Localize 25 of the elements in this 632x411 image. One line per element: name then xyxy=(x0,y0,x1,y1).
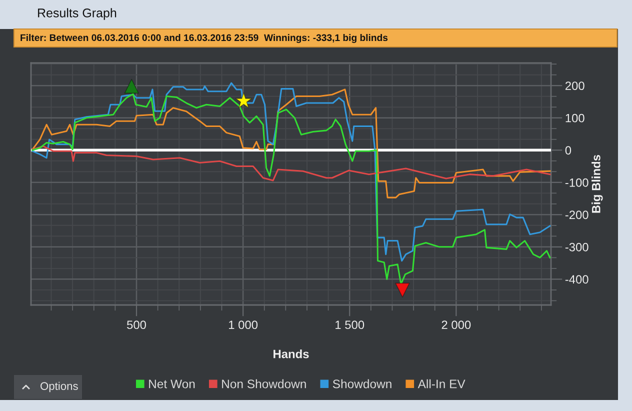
y-tick-label: 100 xyxy=(566,114,584,122)
point xyxy=(235,92,252,108)
line-series xyxy=(32,88,551,198)
x-tick-label: 1 500 xyxy=(336,320,364,330)
y-tick-label: 0 xyxy=(565,146,572,155)
y-tick-label: -200 xyxy=(565,210,588,220)
chart-title: Results Graph xyxy=(38,8,116,20)
point xyxy=(395,282,410,298)
y-tick-label: 200 xyxy=(565,82,584,90)
legend-label: Net Won xyxy=(149,380,195,388)
y-tick-label: -100 xyxy=(565,178,588,187)
y-axis-title: Big Blinds xyxy=(592,154,603,213)
legend-label: Showdown xyxy=(332,379,392,388)
point xyxy=(124,78,139,94)
y-tick-label: -400 xyxy=(565,275,588,284)
x-axis-title: Hands xyxy=(274,349,309,358)
y-tick-label: -300 xyxy=(565,242,588,252)
x-tick-label: 1 000 xyxy=(229,320,258,330)
x-tick-label: 500 xyxy=(127,320,146,330)
text: Options xyxy=(40,382,78,392)
legend-label: All-In EV xyxy=(418,379,466,388)
chart-subtitle: Filter: Between 06.03.2016 0:00 and 16.03.2016 23:59 Winnings: -333,1 big blinds xyxy=(20,34,388,43)
line-series xyxy=(32,145,551,182)
legend-label: Non Showdown xyxy=(222,379,306,388)
x-tick-label: 2 000 xyxy=(442,320,471,330)
